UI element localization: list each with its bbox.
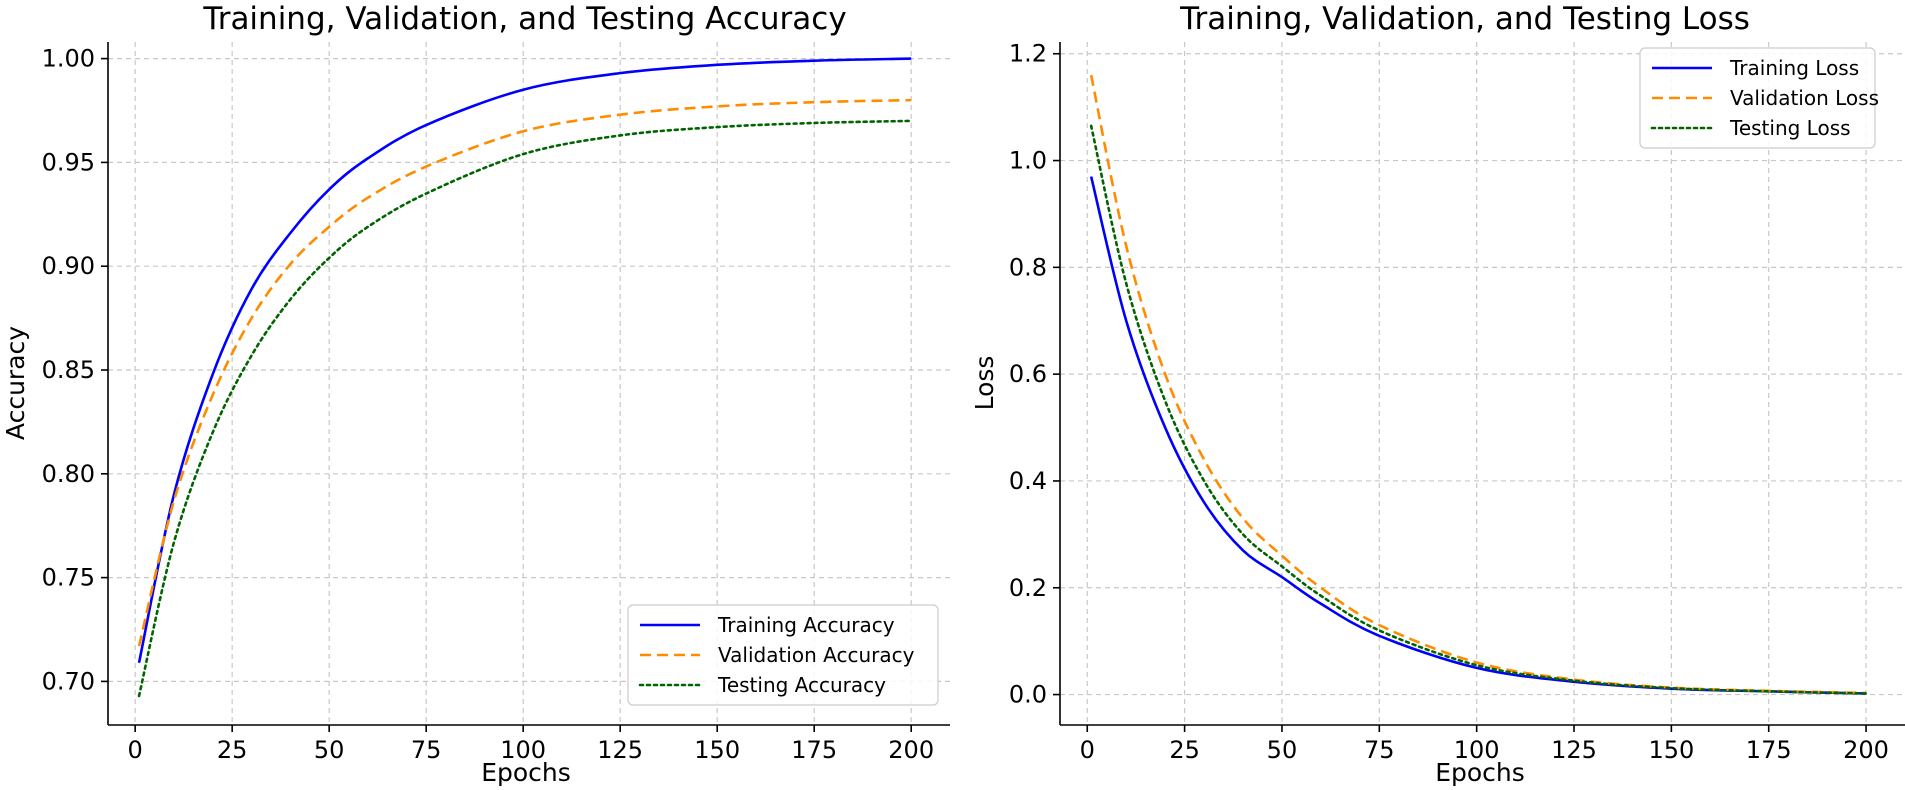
accuracy-legend-frame	[627, 604, 939, 706]
loss-y-tick-label: 1.2	[1009, 40, 1047, 68]
accuracy-chart: Training, Validation, and Testing Accura…	[1, 1, 950, 787]
accuracy-legend-label: Training Accuracy	[717, 613, 895, 637]
accuracy-legend-label: Testing Accuracy	[717, 673, 886, 697]
accuracy-x-tick-label: 125	[597, 736, 643, 764]
accuracy-y-tick-label: 0.70	[42, 667, 95, 695]
accuracy-series-validation-accuracy	[137, 98, 912, 647]
accuracy-x-tick-label: 25	[217, 736, 248, 764]
loss-legend: Training Loss Validation Loss Testing Loss	[1639, 47, 1879, 149]
accuracy-x-tick-label: 50	[314, 736, 345, 764]
loss-legend-label: Testing Loss	[1729, 116, 1851, 140]
loss-y-tick-label: 0.2	[1009, 574, 1047, 602]
accuracy-legend: Training Accuracy Validation Accuracy Test…	[627, 604, 939, 706]
loss-x-tick-label: 75	[1364, 736, 1395, 764]
accuracy-series-training-accuracy	[137, 57, 912, 663]
accuracy-y-axis-label: Accuracy	[1, 326, 30, 440]
loss-x-tick-label: 50	[1267, 736, 1298, 764]
accuracy-y-tick-label: 0.95	[42, 148, 95, 176]
loss-x-tick-label: 150	[1648, 736, 1694, 764]
accuracy-legend-label: Validation Accuracy	[718, 643, 915, 667]
accuracy-chart-title: Training, Validation, and Testing Accura…	[202, 1, 846, 37]
loss-y-tick-label: 1.0	[1009, 147, 1047, 175]
loss-legend-label: Validation Loss	[1730, 86, 1879, 110]
accuracy-x-tick-label: 175	[791, 736, 837, 764]
loss-x-tick-label: 125	[1551, 736, 1597, 764]
loss-x-tick-label: 200	[1843, 736, 1889, 764]
accuracy-x-tick-label: 200	[888, 736, 934, 764]
loss-y-tick-label: 0.0	[1009, 681, 1047, 709]
accuracy-x-tick-label: 75	[411, 736, 442, 764]
accuracy-x-tick-label: 100	[500, 736, 546, 764]
accuracy-y-tick-label: 0.85	[42, 356, 95, 384]
loss-y-tick-label: 0.6	[1009, 360, 1047, 388]
accuracy-series-testing-accuracy	[137, 119, 913, 698]
loss-legend-frame	[1639, 47, 1876, 149]
loss-x-tick-label: 25	[1169, 736, 1200, 764]
loss-chart: Training, Validation, and Testing Loss 0…	[970, 1, 1905, 787]
loss-series-validation-loss	[1089, 74, 1867, 695]
loss-chart-title: Training, Validation, and Testing Loss	[1179, 1, 1750, 37]
accuracy-y-tick-label: 0.90	[42, 252, 95, 280]
accuracy-y-tick-label: 0.80	[42, 460, 95, 488]
loss-x-axis-label: Epochs	[1435, 758, 1525, 787]
accuracy-x-tick-label: 150	[694, 736, 740, 764]
loss-x-tick-label: 0	[1080, 736, 1095, 764]
loss-series-testing-loss	[1089, 124, 1868, 695]
loss-y-axis-label: Loss	[970, 356, 999, 411]
loss-y-tick-label: 0.8	[1009, 253, 1047, 281]
accuracy-y-tick-label: 1.00	[42, 45, 95, 73]
loss-y-tick-label: 0.4	[1009, 467, 1047, 495]
loss-legend-label: Training Loss	[1729, 56, 1859, 80]
accuracy-x-axis-label: Epochs	[481, 758, 571, 787]
accuracy-x-tick-label: 0	[128, 736, 143, 764]
loss-series-training-loss	[1089, 176, 1867, 695]
loss-x-tick-label: 175	[1746, 736, 1792, 764]
accuracy-y-tick-label: 0.75	[42, 564, 95, 592]
loss-x-tick-label: 100	[1454, 736, 1500, 764]
